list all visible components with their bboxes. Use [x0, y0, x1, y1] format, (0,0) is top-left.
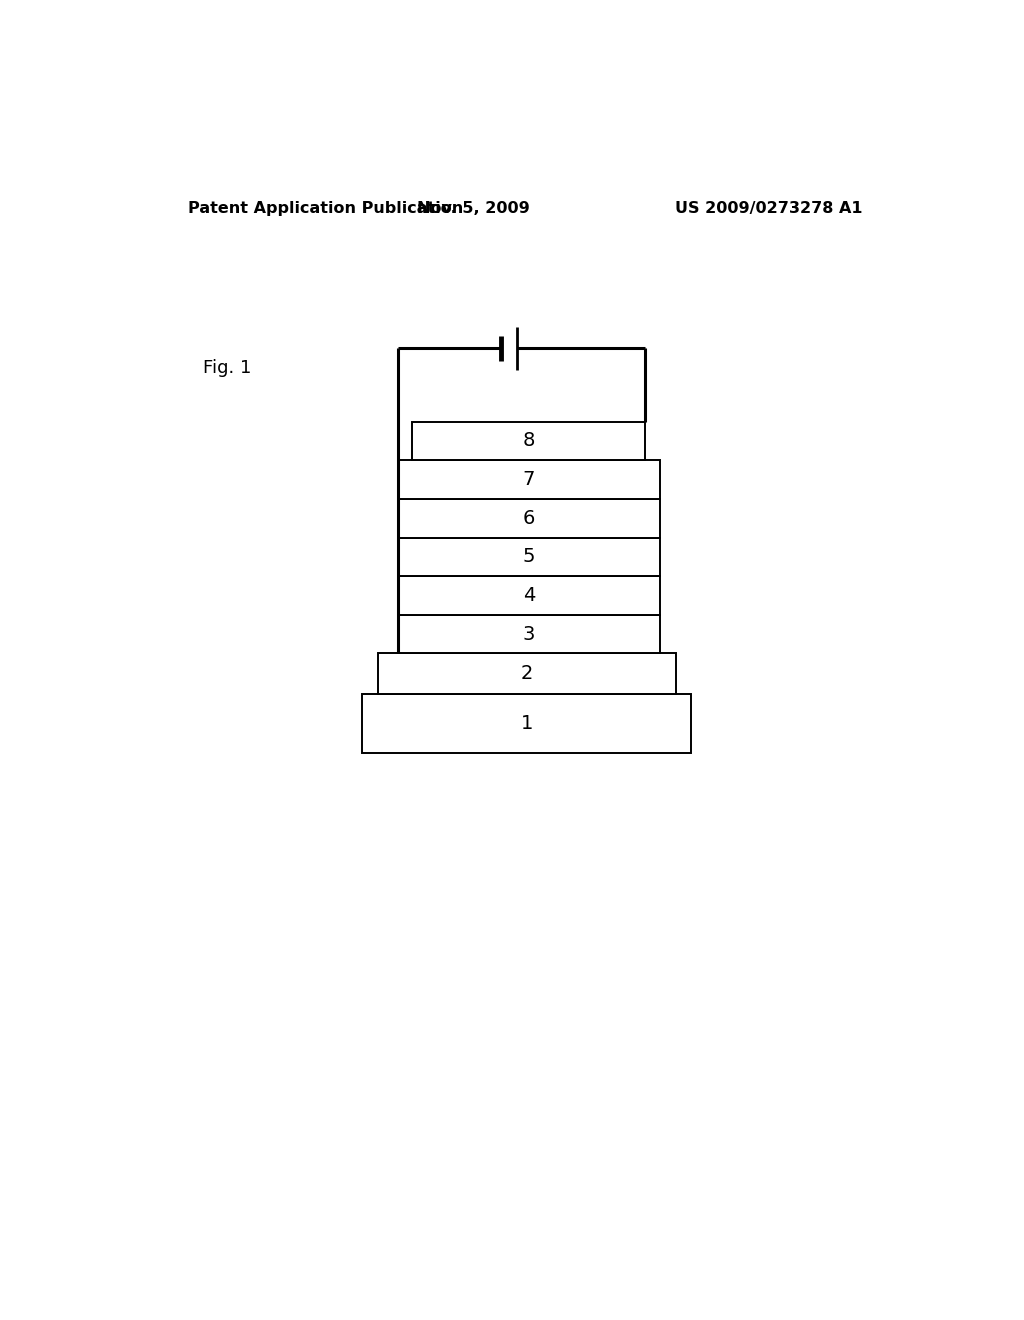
Bar: [362, 694, 691, 752]
Bar: [397, 499, 659, 537]
Text: 5: 5: [522, 548, 535, 566]
Text: 4: 4: [522, 586, 535, 605]
Text: 7: 7: [522, 470, 535, 490]
Bar: [397, 537, 659, 576]
Text: US 2009/0273278 A1: US 2009/0273278 A1: [675, 201, 862, 216]
Text: 8: 8: [522, 432, 535, 450]
Text: 3: 3: [522, 624, 535, 644]
Text: Fig. 1: Fig. 1: [204, 359, 252, 378]
Text: 2: 2: [520, 664, 532, 684]
Text: Nov. 5, 2009: Nov. 5, 2009: [417, 201, 529, 216]
Text: 1: 1: [520, 714, 532, 733]
Bar: [378, 653, 676, 694]
Text: 6: 6: [522, 508, 535, 528]
Bar: [412, 421, 645, 461]
Bar: [397, 576, 659, 615]
Bar: [397, 615, 659, 653]
Text: Patent Application Publication: Patent Application Publication: [187, 201, 463, 216]
Bar: [397, 461, 659, 499]
